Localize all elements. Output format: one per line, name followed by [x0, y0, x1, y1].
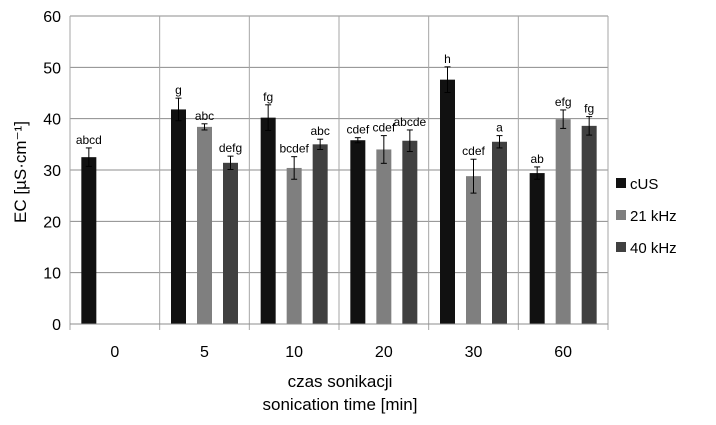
error-bars — [85, 66, 593, 194]
x-axis-title-line2: sonication time [min] — [263, 395, 418, 414]
x-tick-label: 30 — [465, 344, 483, 361]
legend-item: 40 kHz — [616, 240, 677, 257]
significance-label: cdef — [372, 121, 395, 135]
legend-label: cUS — [630, 176, 658, 193]
bar — [581, 125, 597, 324]
y-tick-label: 40 — [43, 112, 61, 129]
category-separators — [69, 16, 609, 330]
bar — [402, 140, 418, 324]
significance-label: abc — [310, 124, 329, 138]
bar — [466, 176, 481, 324]
bar — [286, 167, 302, 324]
error-bar — [534, 166, 541, 180]
error-bar — [560, 109, 567, 129]
y-tick-label: 50 — [43, 60, 61, 77]
y-tick-label: 10 — [43, 266, 61, 283]
legend-item: cUS — [616, 176, 658, 193]
error-bar — [175, 97, 182, 122]
bar — [171, 109, 186, 324]
y-tick-label: 30 — [43, 163, 61, 180]
significance-label: bcdef — [279, 142, 309, 156]
error-bar — [406, 129, 413, 153]
legend-swatch — [616, 178, 626, 188]
bar — [197, 126, 212, 324]
error-bar — [586, 116, 593, 136]
significance-label: ab — [530, 152, 544, 166]
y-axis-ticks: 0 10 20 30 40 50 60 — [43, 9, 61, 334]
legend-label: 21 kHz — [630, 208, 677, 225]
error-bar — [85, 147, 92, 167]
significance-label: g — [175, 83, 182, 97]
significance-label: fg — [584, 102, 594, 116]
significance-label: abcd — [76, 133, 102, 147]
error-bar — [201, 123, 208, 131]
legend-swatch — [616, 242, 626, 252]
error-bar — [444, 66, 451, 93]
x-axis-title-line1: czas sonikacji — [288, 372, 393, 391]
legend: cUS 21 kHz 40 kHz — [616, 176, 677, 257]
y-tick-label: 60 — [43, 9, 61, 26]
legend-swatch — [616, 210, 626, 220]
x-tick-label: 0 — [110, 344, 119, 361]
x-axis-categories: 0 5 10 20 30 60 — [110, 344, 572, 361]
error-bar — [317, 138, 324, 150]
significance-label: a — [496, 121, 503, 135]
x-tick-label: 5 — [200, 344, 209, 361]
error-bar — [496, 135, 503, 149]
x-tick-label: 60 — [554, 344, 572, 361]
bar — [440, 79, 455, 324]
significance-label: cdef — [346, 123, 369, 137]
legend-label: 40 kHz — [630, 240, 677, 257]
bar — [492, 141, 507, 324]
bar — [81, 157, 97, 324]
error-bar — [291, 156, 298, 180]
bar — [260, 117, 276, 324]
error-bar — [227, 155, 234, 170]
significance-label: abc — [195, 109, 214, 123]
significance-label: fg — [263, 90, 273, 104]
y-tick-label: 0 — [52, 317, 61, 334]
significance-label: efg — [555, 95, 572, 109]
significance-label: cdef — [462, 144, 485, 158]
bar — [312, 144, 328, 324]
bars — [81, 79, 597, 325]
y-axis-title: EC [µS·cm⁻¹] — [11, 121, 30, 223]
bar — [223, 162, 238, 324]
significance-label: defg — [219, 141, 242, 155]
error-bar — [265, 104, 272, 131]
significance-label: abcde — [393, 115, 426, 129]
legend-item: 21 kHz — [616, 208, 677, 225]
bar — [376, 149, 392, 324]
error-bar — [470, 158, 477, 194]
y-tick-label: 20 — [43, 214, 61, 231]
error-bar — [354, 137, 361, 144]
bar — [555, 119, 571, 325]
bar — [529, 173, 545, 324]
x-tick-label: 10 — [285, 344, 303, 361]
x-tick-label: 20 — [375, 344, 393, 361]
significance-label: h — [444, 52, 451, 66]
bar — [350, 140, 366, 324]
error-bar — [380, 135, 387, 164]
